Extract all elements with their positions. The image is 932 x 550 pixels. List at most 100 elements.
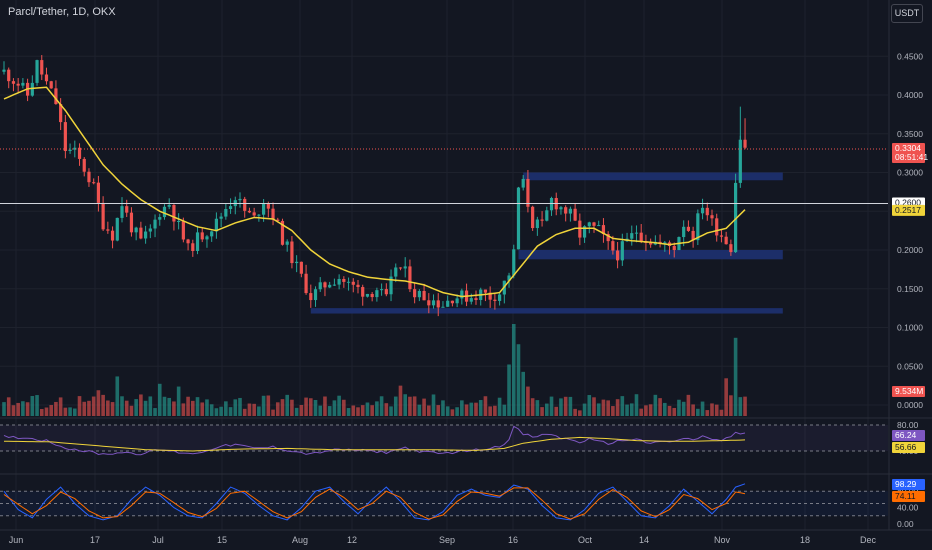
- volume-bar: [148, 396, 153, 416]
- candle-body: [228, 206, 233, 210]
- volume-bar: [167, 397, 171, 416]
- current-price-badge-bg: [892, 142, 925, 163]
- volume-bar: [573, 408, 577, 416]
- volume-bar: [578, 410, 582, 416]
- current-price-label: 0.3304: [895, 143, 921, 153]
- candle-body: [649, 243, 653, 245]
- volume-bar: [592, 397, 596, 416]
- ma-label-bg: [892, 204, 925, 216]
- time-tick-label: 18: [800, 535, 810, 545]
- candle-body: [422, 290, 426, 301]
- volume-bar: [327, 406, 332, 416]
- candle-body: [663, 242, 667, 244]
- volume-bar: [554, 406, 559, 416]
- candle-body: [417, 290, 421, 298]
- volume-bar: [398, 385, 403, 416]
- candle-body: [21, 82, 25, 86]
- candle-body: [441, 306, 445, 308]
- volume-bar: [143, 400, 148, 416]
- volume-bar: [342, 399, 346, 416]
- volume-bar: [261, 395, 266, 416]
- volume-bar: [667, 405, 672, 416]
- rsi-value-label: 66.24: [895, 430, 917, 440]
- overlay-layer: [0, 86, 888, 298]
- rsi-line: [3, 425, 746, 456]
- volume-bar: [346, 408, 351, 416]
- volume-bar: [408, 396, 412, 416]
- volume-bar: [389, 406, 393, 416]
- volume-bar: [101, 394, 105, 416]
- candle-body: [531, 206, 535, 229]
- time-axis: Jun 17 Jul 15 Aug 12 Sep 16 Oct 14 Nov 18 Dec: [9, 535, 877, 545]
- volume-bar: [200, 402, 205, 416]
- volume-bar: [252, 403, 256, 416]
- candle-body: [110, 230, 115, 241]
- candle-body: [568, 208, 572, 214]
- candle-body: [318, 282, 322, 290]
- volume-bar: [563, 396, 568, 416]
- stoch-k-line: [3, 483, 746, 521]
- volume-bar: [502, 404, 507, 416]
- candle-body: [87, 171, 91, 183]
- volume-bar: [729, 395, 733, 416]
- candle-body: [139, 227, 143, 239]
- candle-body: [450, 300, 454, 304]
- time-tick-label: Oct: [578, 535, 593, 545]
- candle-body: [700, 207, 705, 214]
- volume-bar: [247, 403, 252, 416]
- candle-body: [313, 289, 318, 301]
- volume-bar: [705, 410, 710, 416]
- candle-body: [82, 158, 86, 172]
- candle-body: [512, 249, 516, 276]
- candle-body: [351, 281, 355, 285]
- candle-body: [243, 198, 247, 211]
- candle-body: [375, 290, 379, 298]
- volume-bar: [710, 403, 714, 416]
- time-tick-label: Nov: [714, 535, 731, 545]
- volume-label: 9.534M: [895, 386, 923, 396]
- moving-average-line: [3, 86, 746, 298]
- candle-body: [526, 178, 530, 207]
- volume-bar: [44, 407, 49, 416]
- volume-bar: [582, 403, 587, 416]
- candle-body: [705, 207, 709, 216]
- candle-body: [394, 267, 398, 277]
- volume-bar: [493, 405, 497, 416]
- volume-bar: [323, 396, 327, 416]
- time-tick-label: 12: [347, 535, 357, 545]
- candle-body: [682, 226, 686, 238]
- volume-bar: [242, 408, 247, 416]
- stoch-pane: [0, 483, 888, 521]
- volume-bar: [209, 404, 214, 416]
- price-axis: 0.45000.40000.35000.30000.25000.20000.15…: [892, 51, 928, 529]
- candle-body: [686, 226, 690, 231]
- candle-body: [488, 292, 492, 300]
- time-tick-label: 14: [639, 535, 649, 545]
- volume-bar: [275, 402, 280, 416]
- volume-bar: [516, 344, 521, 416]
- volume-bar: [738, 397, 743, 416]
- volume-bar: [30, 396, 35, 416]
- candle-body: [49, 81, 53, 89]
- candle-body: [389, 276, 393, 295]
- candle-body: [413, 289, 417, 298]
- candle-body: [262, 203, 266, 215]
- volume-bar: [2, 402, 6, 416]
- candle-body: [521, 178, 525, 188]
- volume-bar: [686, 394, 691, 416]
- volume-bar: [191, 400, 195, 416]
- volume-bar: [176, 386, 181, 416]
- candle-body: [597, 225, 601, 227]
- candle-body: [460, 290, 464, 299]
- candle-body: [724, 236, 728, 245]
- time-tick-label: 16: [508, 535, 518, 545]
- volume-bar: [87, 400, 91, 416]
- currency-button[interactable]: USDT: [891, 4, 923, 23]
- candle-body: [483, 289, 488, 293]
- candle-body: [427, 300, 431, 306]
- candle-body: [144, 231, 148, 239]
- stoch-k-value-label-bg: [892, 479, 925, 490]
- candle-body: [323, 282, 327, 288]
- volume-bar: [73, 408, 77, 416]
